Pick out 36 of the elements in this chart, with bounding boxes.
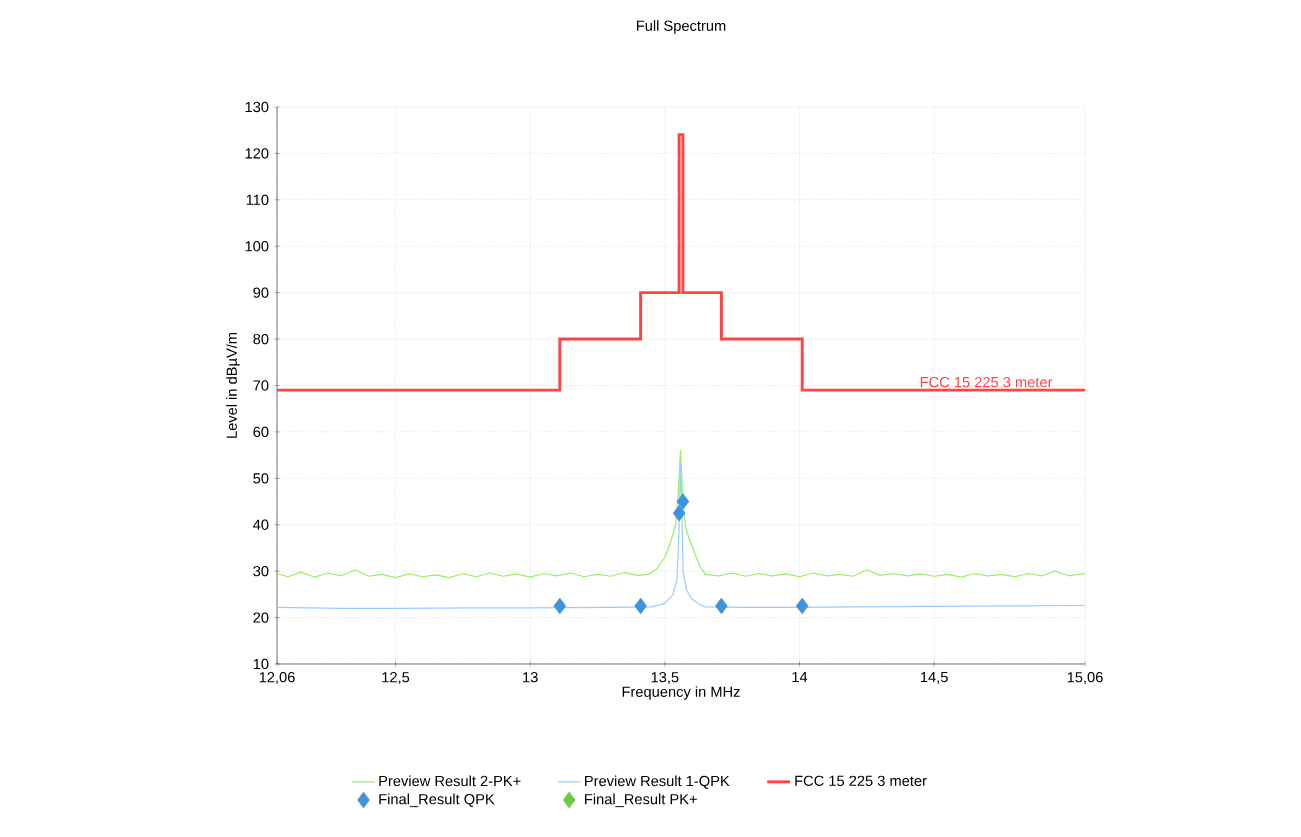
point	[676, 493, 690, 510]
y-tick-label: 60	[253, 426, 269, 438]
chart-title: Full Spectrum	[636, 20, 726, 34]
point	[715, 597, 728, 615]
line-series	[276, 449, 1086, 579]
annotation: FCC 15 225 3 meter	[920, 376, 1053, 388]
x-tick-label: 12,06	[259, 672, 295, 685]
x-tick-label: 14,5	[921, 672, 948, 684]
point	[634, 597, 647, 615]
x-tick-label: 14	[792, 672, 808, 683]
legend-label: FCC 15 225 3 meter	[795, 775, 927, 786]
y-tick-label: 50	[253, 473, 269, 484]
y-tick-label: 10	[253, 658, 269, 670]
legend-label: Preview Result 2-PK+	[379, 775, 521, 787]
y-tick-label: 90	[253, 287, 269, 298]
x-tick-label: 13,5	[651, 672, 679, 685]
legend-label: Final_Result PK+	[585, 793, 697, 808]
y-tick-label: 80	[253, 333, 269, 345]
y-tick-label: 70	[253, 380, 269, 391]
y-tick-label: 120	[245, 148, 269, 159]
y-tick-label: 40	[253, 519, 269, 530]
x-tick-label: 13	[523, 672, 538, 683]
x-tick-label: 12,5	[382, 672, 410, 685]
x-tick-label: 15,06	[1067, 672, 1103, 685]
x-axis-title: Frequency in MHz	[622, 686, 740, 700]
point	[553, 597, 567, 615]
y-tick-label: 20	[253, 612, 269, 623]
point	[795, 597, 809, 615]
legend-label: Final_Result QPK	[379, 793, 495, 808]
y-tick-label: 110	[246, 194, 269, 206]
point	[672, 504, 686, 522]
y-tick-label: 130	[245, 101, 269, 113]
y-tick-label: 30	[253, 565, 269, 577]
y-axis-title: Level in dBµV/m	[226, 332, 240, 438]
legend-label: Preview Result 1-QPK	[585, 775, 730, 789]
y-tick-label: 100	[245, 241, 269, 252]
